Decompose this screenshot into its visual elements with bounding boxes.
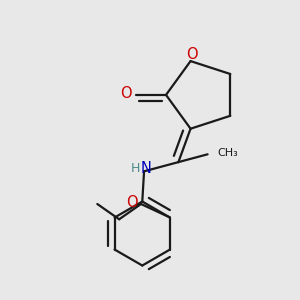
Text: N: N [140,161,151,176]
Text: O: O [126,195,137,210]
Text: H: H [130,162,140,175]
Text: CH₃: CH₃ [218,148,238,158]
Text: O: O [120,85,131,100]
Text: O: O [187,47,198,62]
